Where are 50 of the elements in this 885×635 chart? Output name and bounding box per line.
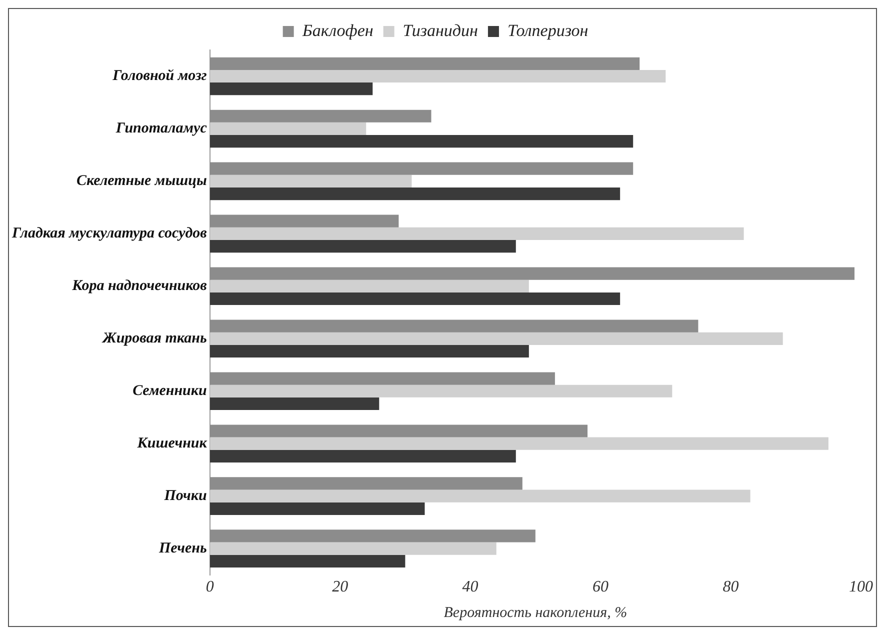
bar [210,240,516,253]
bar [210,162,634,175]
bar [210,372,555,385]
bar [210,188,620,200]
bar [210,344,529,358]
y-tick-label: Кора надпочечников [71,278,208,294]
y-tick-label: Кишечник [136,435,208,452]
bar [210,82,373,96]
y-tick-label: Почки [163,488,207,504]
bar [210,397,380,410]
bar [210,332,783,345]
bar [210,122,366,136]
bar [210,450,516,462]
y-tick-label: Гладкая мускулатура сосудов [10,226,208,242]
y-tick-label: Гипоталамус [114,120,208,137]
legend-label: Тизанидин [402,20,478,40]
bar [210,280,529,292]
bar [210,424,588,438]
bar [210,554,406,568]
x-tick-label: 80 [722,578,739,596]
x-tick-label: 20 [332,578,348,596]
bar [210,110,432,122]
x-tick-label: 40 [462,578,478,596]
bar [210,70,666,83]
bar [210,292,620,306]
y-tick-label: Скелетные мышцы [76,173,207,190]
bar [210,502,425,515]
bar [210,437,828,450]
bar [210,384,672,398]
bar [210,490,750,502]
bar [210,174,412,188]
legend-label: Толперизон [507,20,588,40]
x-tick-label: 100 [849,578,873,596]
bar [210,542,496,555]
bar [210,135,634,148]
x-tick-label: 0 [206,578,214,596]
y-tick-label: Семенники [132,382,207,399]
y-tick-label: Головной мозг [112,68,208,84]
x-tick-label: 60 [592,578,609,596]
bar [210,214,399,228]
bar [210,267,854,280]
bar [210,227,744,240]
y-tick-label: Жировая ткань [102,330,207,347]
bar [210,320,698,332]
bar [210,57,640,70]
y-tick-label: Печень [158,540,207,556]
bar [210,477,522,490]
bar [210,530,536,542]
x-axis-title: Вероятность накопления, % [444,604,628,621]
legend-label: Баклофен [301,20,374,40]
